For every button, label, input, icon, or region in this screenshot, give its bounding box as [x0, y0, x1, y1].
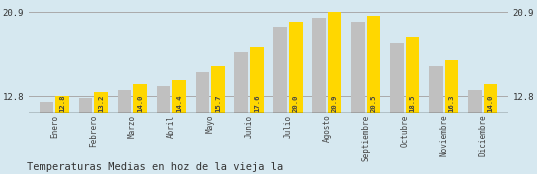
Bar: [157, 86, 170, 113]
Bar: [367, 16, 380, 113]
Bar: [445, 60, 458, 113]
Bar: [429, 66, 442, 113]
Text: 17.6: 17.6: [254, 95, 260, 112]
Bar: [55, 97, 69, 113]
Text: 20.0: 20.0: [293, 95, 299, 112]
Text: 20.9: 20.9: [332, 95, 338, 112]
Bar: [390, 43, 404, 113]
Bar: [468, 90, 482, 113]
Bar: [95, 92, 108, 113]
Bar: [79, 98, 92, 113]
Bar: [405, 37, 419, 113]
Text: 16.3: 16.3: [448, 95, 454, 112]
Bar: [313, 18, 326, 113]
Text: 13.2: 13.2: [98, 95, 104, 112]
Bar: [40, 102, 54, 113]
Text: 14.0: 14.0: [137, 95, 143, 112]
Text: 18.5: 18.5: [410, 95, 416, 112]
Text: 14.0: 14.0: [488, 95, 494, 112]
Text: 20.5: 20.5: [371, 95, 376, 112]
Text: 14.4: 14.4: [176, 95, 182, 112]
Bar: [118, 90, 132, 113]
Bar: [235, 52, 248, 113]
Text: 15.7: 15.7: [215, 95, 221, 112]
Bar: [250, 46, 264, 113]
Bar: [289, 22, 302, 113]
Bar: [172, 80, 186, 113]
Bar: [133, 84, 147, 113]
Text: Temperaturas Medias en hoz de la vieja la: Temperaturas Medias en hoz de la vieja l…: [27, 162, 283, 172]
Bar: [211, 66, 224, 113]
Bar: [483, 84, 497, 113]
Bar: [195, 72, 209, 113]
Bar: [273, 27, 287, 113]
Bar: [328, 12, 342, 113]
Text: 12.8: 12.8: [59, 95, 65, 112]
Bar: [351, 22, 365, 113]
